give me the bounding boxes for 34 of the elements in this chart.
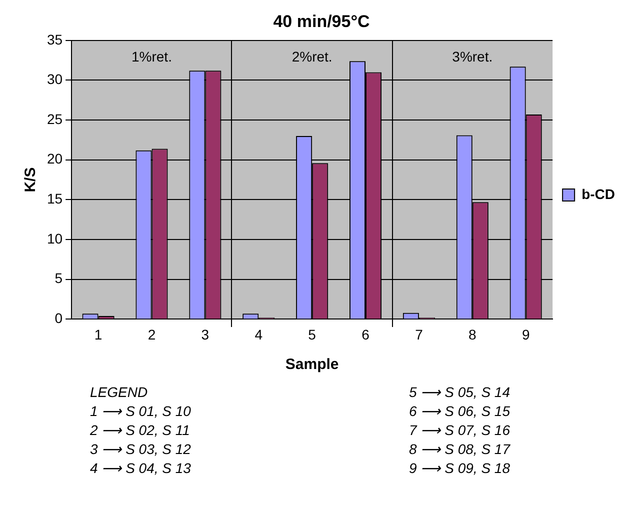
y-tick-label: 5 <box>54 270 63 286</box>
x-tick-label: 7 <box>415 326 424 342</box>
y-tick-label: 20 <box>46 150 63 167</box>
text: 1 ⟶ S 01, S 10 <box>90 403 191 419</box>
y-tick-label: 10 <box>46 230 63 246</box>
y-tick-label: 30 <box>46 71 63 88</box>
x-tick-label: 9 <box>522 326 530 342</box>
x-tick-label: 3 <box>201 326 210 342</box>
text: 9 ⟶ S 09, S 18 <box>409 460 510 476</box>
annotation: 2%ret. <box>292 48 332 64</box>
x-tick-label: 5 <box>308 326 316 342</box>
text: 5 ⟶ S 05, S 14 <box>409 384 510 400</box>
text: 2 ⟶ S 02, S 11 <box>90 422 191 438</box>
x-tick-label: 6 <box>362 326 370 342</box>
x-tick-label: 4 <box>254 326 263 342</box>
legend-label: b-CD <box>582 186 616 202</box>
y-tick-label: 15 <box>46 190 63 207</box>
y-tick-label: 0 <box>54 310 63 326</box>
annotation: 3%ret. <box>452 48 493 64</box>
text: 6 ⟶ S 06, S 15 <box>409 403 510 419</box>
annotation: 1%ret. <box>132 48 172 64</box>
text: 8 ⟶ S 08, S 17 <box>409 441 510 457</box>
x-axis-title: Sample <box>285 356 339 374</box>
y-tick-label: 35 <box>46 31 63 48</box>
text: 7 ⟶ S 07, S 16 <box>409 422 510 438</box>
y-tick-label: 25 <box>46 110 63 127</box>
text: 3 ⟶ S 03, S 12 <box>90 441 191 457</box>
x-tick-label: 2 <box>148 326 156 342</box>
x-tick-label: 8 <box>468 326 476 342</box>
text: LEGEND <box>90 384 149 400</box>
chart-title: 40 min/95°C <box>273 12 370 31</box>
text: 4 ⟶ S 04, S 13 <box>90 460 191 476</box>
x-tick-label: 1 <box>94 326 102 342</box>
y-axis-title: K/S <box>22 167 40 192</box>
